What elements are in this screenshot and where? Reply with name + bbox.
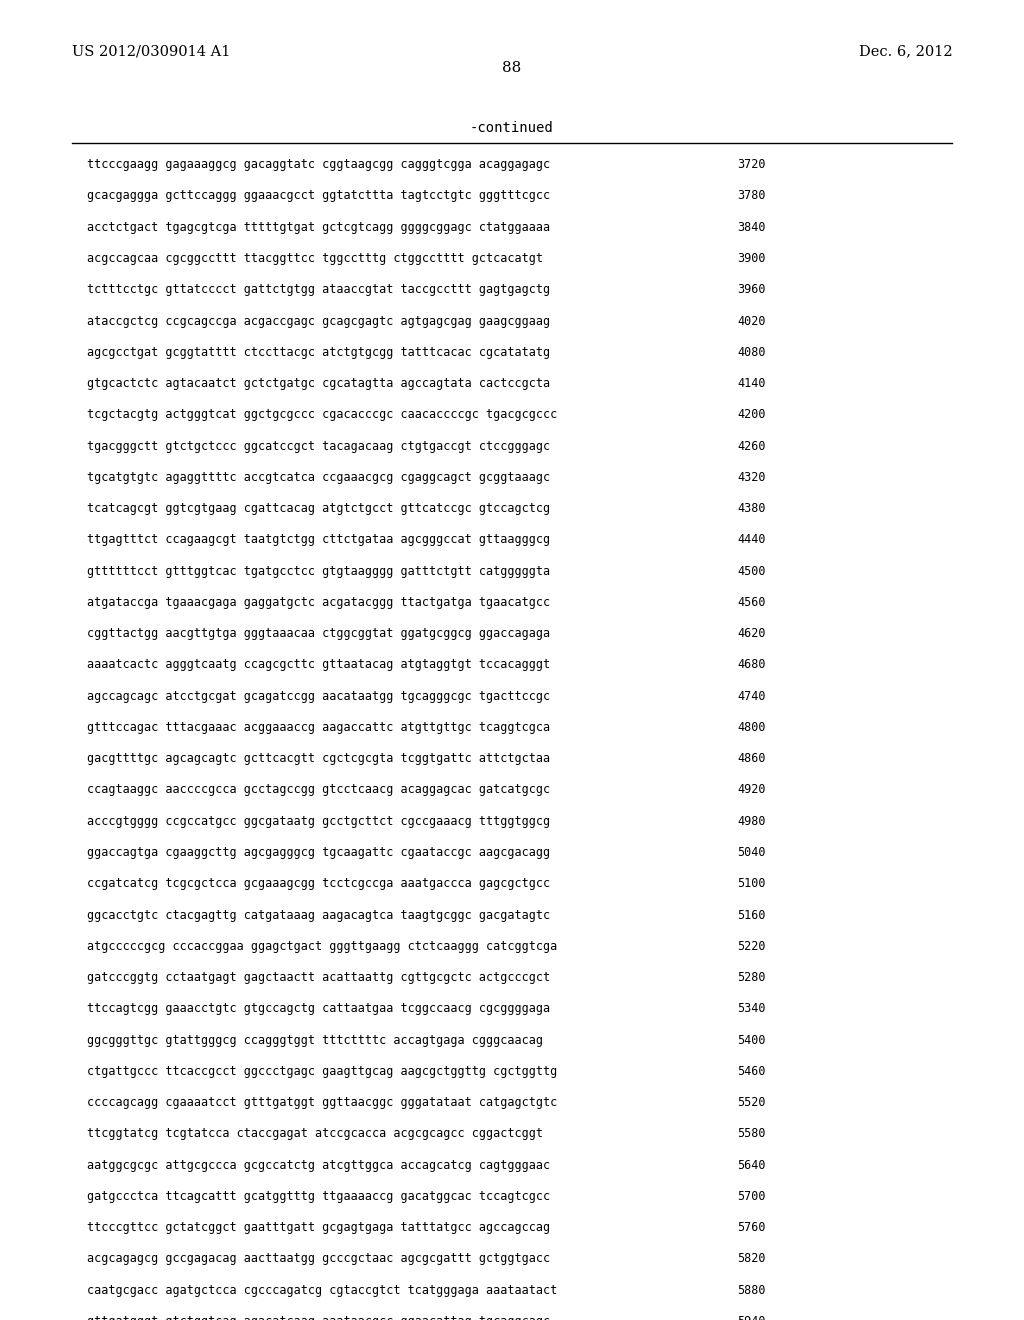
Text: gttttttcct gtttggtcac tgatgcctcc gtgtaagggg gatttctgtt catgggggta: gttttttcct gtttggtcac tgatgcctcc gtgtaag…: [87, 565, 550, 578]
Text: 3720: 3720: [737, 158, 766, 172]
Text: 5400: 5400: [737, 1034, 766, 1047]
Text: 4920: 4920: [737, 784, 766, 796]
Text: ggcgggttgc gtattgggcg ccagggtggt tttcttttc accagtgaga cgggcaacag: ggcgggttgc gtattgggcg ccagggtggt tttcttt…: [87, 1034, 543, 1047]
Text: 4320: 4320: [737, 471, 766, 484]
Text: 4080: 4080: [737, 346, 766, 359]
Text: ccgatcatcg tcgcgctcca gcgaaagcgg tcctcgccga aaatgaccca gagcgctgcc: ccgatcatcg tcgcgctcca gcgaaagcgg tcctcgc…: [87, 878, 550, 890]
Text: 5340: 5340: [737, 1002, 766, 1015]
Text: 4200: 4200: [737, 408, 766, 421]
Text: 4500: 4500: [737, 565, 766, 578]
Text: 5760: 5760: [737, 1221, 766, 1234]
Text: ttcccgaagg gagaaaggcg gacaggtatc cggtaagcgg cagggtcgga acaggagagc: ttcccgaagg gagaaaggcg gacaggtatc cggtaag…: [87, 158, 550, 172]
Text: 5280: 5280: [737, 972, 766, 983]
Text: -continued: -continued: [470, 121, 554, 135]
Text: atgcccccgcg cccaccggaa ggagctgact gggttgaagg ctctcaaggg catcggtcga: atgcccccgcg cccaccggaa ggagctgact gggttg…: [87, 940, 557, 953]
Text: ttcggtatcg tcgtatcca ctaccgagat atccgcacca acgcgcagcc cggactcggt: ttcggtatcg tcgtatcca ctaccgagat atccgcac…: [87, 1127, 543, 1140]
Text: 3900: 3900: [737, 252, 766, 265]
Text: 5040: 5040: [737, 846, 766, 859]
Text: 4680: 4680: [737, 659, 766, 672]
Text: gtgcactctc agtacaatct gctctgatgc cgcatagtta agccagtata cactccgcta: gtgcactctc agtacaatct gctctgatgc cgcatag…: [87, 378, 550, 389]
Text: 5520: 5520: [737, 1096, 766, 1109]
Text: ccccagcagg cgaaaatcct gtttgatggt ggttaacggc gggatataat catgagctgtc: ccccagcagg cgaaaatcct gtttgatggt ggttaac…: [87, 1096, 557, 1109]
Text: 4260: 4260: [737, 440, 766, 453]
Text: aaaatcactc agggtcaatg ccagcgcttc gttaatacag atgtaggtgt tccacagggt: aaaatcactc agggtcaatg ccagcgcttc gttaata…: [87, 659, 550, 672]
Text: acctctgact tgagcgtcga tttttgtgat gctcgtcagg ggggcggagc ctatggaaaa: acctctgact tgagcgtcga tttttgtgat gctcgtc…: [87, 220, 550, 234]
Text: acccgtgggg ccgccatgcc ggcgataatg gcctgcttct cgccgaaacg tttggtggcg: acccgtgggg ccgccatgcc ggcgataatg gcctgct…: [87, 814, 550, 828]
Text: aatggcgcgc attgcgccca gcgccatctg atcgttggca accagcatcg cagtgggaac: aatggcgcgc attgcgccca gcgccatctg atcgttg…: [87, 1159, 550, 1172]
Text: agccagcagc atcctgcgat gcagatccgg aacataatgg tgcagggcgc tgacttccgc: agccagcagc atcctgcgat gcagatccgg aacataa…: [87, 689, 550, 702]
Text: 5820: 5820: [737, 1253, 766, 1266]
Text: ttgagtttct ccagaagcgt taatgtctgg cttctgataa agcgggccat gttaagggcg: ttgagtttct ccagaagcgt taatgtctgg cttctga…: [87, 533, 550, 546]
Text: caatgcgacc agatgctcca cgcccagatcg cgtaccgtct tcatgggaga aaataatact: caatgcgacc agatgctcca cgcccagatcg cgtacc…: [87, 1283, 557, 1296]
Text: ctgattgccc ttcaccgcct ggccctgagc gaagttgcag aagcgctggttg cgctggttg: ctgattgccc ttcaccgcct ggccctgagc gaagttg…: [87, 1065, 557, 1078]
Text: US 2012/0309014 A1: US 2012/0309014 A1: [72, 45, 230, 58]
Text: gtttccagac tttacgaaac acggaaaccg aagaccattc atgttgttgc tcaggtcgca: gtttccagac tttacgaaac acggaaaccg aagacca…: [87, 721, 550, 734]
Text: ttccagtcgg gaaacctgtc gtgccagctg cattaatgaa tcggccaacg cgcggggaga: ttccagtcgg gaaacctgtc gtgccagctg cattaat…: [87, 1002, 550, 1015]
Text: 5700: 5700: [737, 1189, 766, 1203]
Text: tgcatgtgtc agaggttttc accgtcatca ccgaaacgcg cgaggcagct gcggtaaagc: tgcatgtgtc agaggttttc accgtcatca ccgaaac…: [87, 471, 550, 484]
Text: 4140: 4140: [737, 378, 766, 389]
Text: cggttactgg aacgttgtga gggtaaacaa ctggcggtat ggatgcggcg ggaccagaga: cggttactgg aacgttgtga gggtaaacaa ctggcgg…: [87, 627, 550, 640]
Text: acgcagagcg gccgagacag aacttaatgg gcccgctaac agcgcgattt gctggtgacc: acgcagagcg gccgagacag aacttaatgg gcccgct…: [87, 1253, 550, 1266]
Text: ggaccagtga cgaaggcttg agcgagggcg tgcaagattc cgaataccgc aagcgacagg: ggaccagtga cgaaggcttg agcgagggcg tgcaaga…: [87, 846, 550, 859]
Text: 4860: 4860: [737, 752, 766, 766]
Text: tctttcctgc gttatcccct gattctgtgg ataaccgtat taccgccttt gagtgagctg: tctttcctgc gttatcccct gattctgtgg ataaccg…: [87, 284, 550, 296]
Text: gttgatgggt gtctggtcag agacatcaag aaataacgcc ggaacattag tgcaggcagc: gttgatgggt gtctggtcag agacatcaag aaataac…: [87, 1315, 550, 1320]
Text: tcatcagcgt ggtcgtgaag cgattcacag atgtctgcct gttcatccgc gtccagctcg: tcatcagcgt ggtcgtgaag cgattcacag atgtctg…: [87, 502, 550, 515]
Text: 5220: 5220: [737, 940, 766, 953]
Text: agcgcctgat gcggtatttt ctccttacgc atctgtgcgg tatttcacac cgcatatatg: agcgcctgat gcggtatttt ctccttacgc atctgtg…: [87, 346, 550, 359]
Text: ggcacctgtc ctacgagttg catgataaag aagacagtca taagtgcggc gacgatagtc: ggcacctgtc ctacgagttg catgataaag aagacag…: [87, 908, 550, 921]
Text: 4620: 4620: [737, 627, 766, 640]
Text: Dec. 6, 2012: Dec. 6, 2012: [859, 45, 952, 58]
Text: gatgccctca ttcagcattt gcatggtttg ttgaaaaccg gacatggcac tccagtcgcc: gatgccctca ttcagcattt gcatggtttg ttgaaaa…: [87, 1189, 550, 1203]
Text: atgataccga tgaaacgaga gaggatgctc acgatacggg ttactgatga tgaacatgcc: atgataccga tgaaacgaga gaggatgctc acgatac…: [87, 595, 550, 609]
Text: 5640: 5640: [737, 1159, 766, 1172]
Text: tgacgggctt gtctgctccc ggcatccgct tacagacaag ctgtgaccgt ctccgggagc: tgacgggctt gtctgctccc ggcatccgct tacagac…: [87, 440, 550, 453]
Text: 4380: 4380: [737, 502, 766, 515]
Text: tcgctacgtg actgggtcat ggctgcgccc cgacacccgc caacaccccgc tgacgcgccc: tcgctacgtg actgggtcat ggctgcgccc cgacacc…: [87, 408, 557, 421]
Text: 5160: 5160: [737, 908, 766, 921]
Text: 4560: 4560: [737, 595, 766, 609]
Text: 5580: 5580: [737, 1127, 766, 1140]
Text: 88: 88: [503, 61, 521, 75]
Text: ttcccgttcc gctatcggct gaatttgatt gcgagtgaga tatttatgcc agccagccag: ttcccgttcc gctatcggct gaatttgatt gcgagtg…: [87, 1221, 550, 1234]
Text: 5100: 5100: [737, 878, 766, 890]
Text: 4800: 4800: [737, 721, 766, 734]
Text: ataccgctcg ccgcagccga acgaccgagc gcagcgagtc agtgagcgag gaagcggaag: ataccgctcg ccgcagccga acgaccgagc gcagcga…: [87, 314, 550, 327]
Text: 4980: 4980: [737, 814, 766, 828]
Text: gacgttttgc agcagcagtc gcttcacgtt cgctcgcgta tcggtgattc attctgctaa: gacgttttgc agcagcagtc gcttcacgtt cgctcgc…: [87, 752, 550, 766]
Text: 4440: 4440: [737, 533, 766, 546]
Text: 3780: 3780: [737, 190, 766, 202]
Text: acgccagcaa cgcggccttt ttacggttcc tggcctttg ctggcctttt gctcacatgt: acgccagcaa cgcggccttt ttacggttcc tggcctt…: [87, 252, 543, 265]
Text: ccagtaaggc aaccccgcca gcctagccgg gtcctcaacg acaggagcac gatcatgcgc: ccagtaaggc aaccccgcca gcctagccgg gtcctca…: [87, 784, 550, 796]
Text: 3960: 3960: [737, 284, 766, 296]
Text: gatcccggtg cctaatgagt gagctaactt acattaattg cgttgcgctc actgcccgct: gatcccggtg cctaatgagt gagctaactt acattaa…: [87, 972, 550, 983]
Text: 4740: 4740: [737, 689, 766, 702]
Text: 5880: 5880: [737, 1283, 766, 1296]
Text: 5460: 5460: [737, 1065, 766, 1078]
Text: 4020: 4020: [737, 314, 766, 327]
Text: 5940: 5940: [737, 1315, 766, 1320]
Text: gcacgaggga gcttccaggg ggaaacgcct ggtatcttta tagtcctgtc gggtttcgcc: gcacgaggga gcttccaggg ggaaacgcct ggtatct…: [87, 190, 550, 202]
Text: 3840: 3840: [737, 220, 766, 234]
